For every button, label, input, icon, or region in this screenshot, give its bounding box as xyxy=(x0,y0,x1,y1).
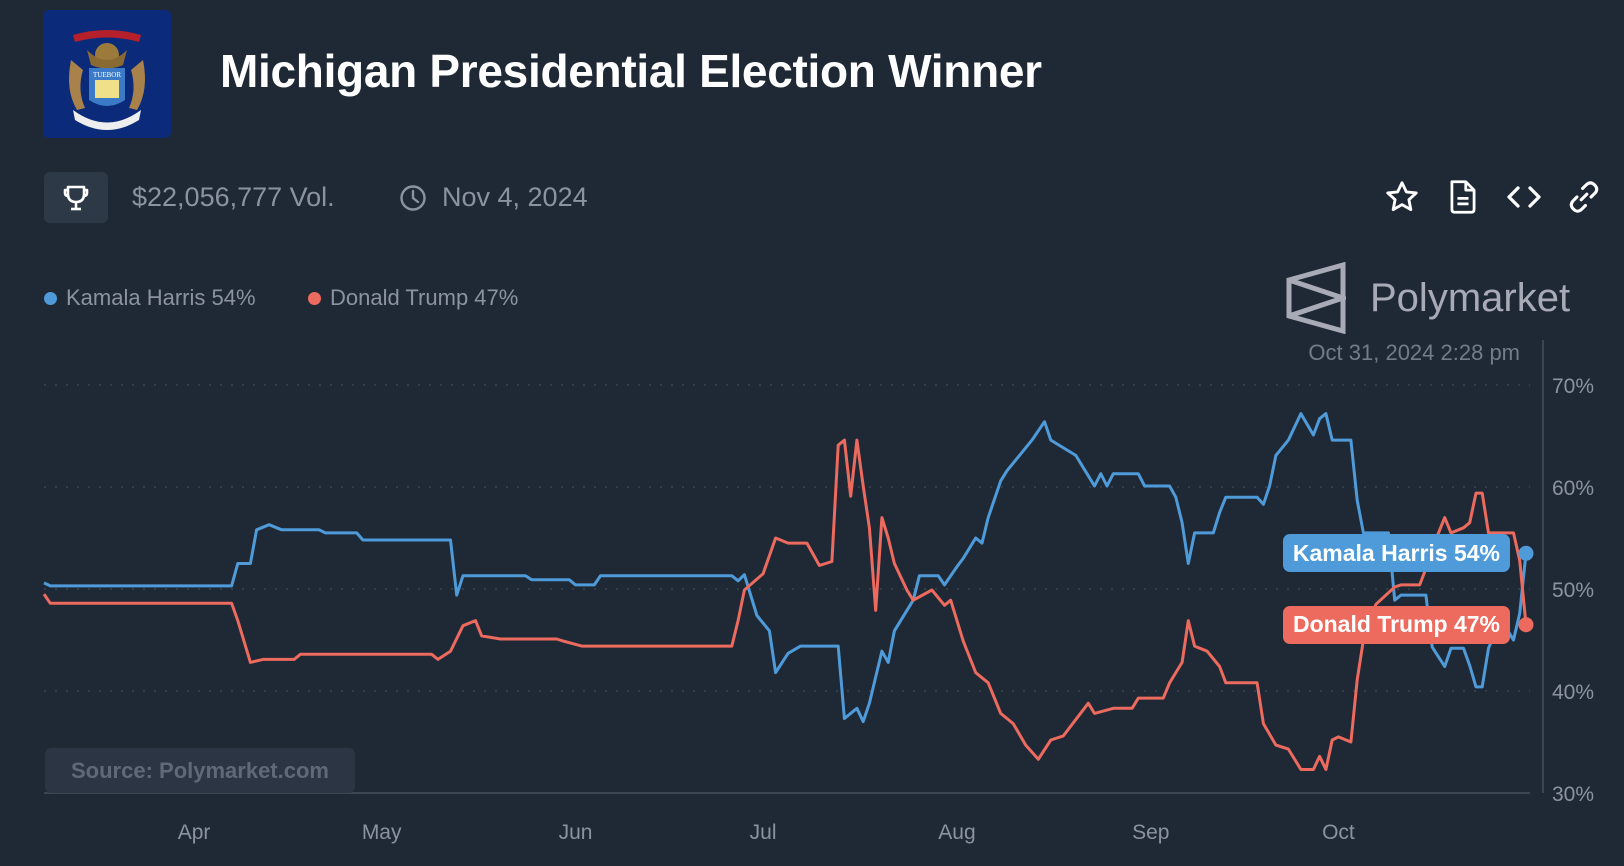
flag-motto: TUEBOR xyxy=(93,71,121,79)
michigan-flag-logo: TUEBOR xyxy=(43,10,171,138)
end-label-trump: Donald Trump 47% xyxy=(1282,605,1510,644)
code-icon xyxy=(1507,186,1541,208)
embed-code-button[interactable] xyxy=(1505,178,1543,216)
legend-item-trump: Donald Trump 47% xyxy=(308,285,518,311)
brand-name: Polymarket xyxy=(1370,275,1571,320)
y-tick-label: 60% xyxy=(1552,477,1594,500)
y-tick-label: 30% xyxy=(1552,783,1594,806)
series-lines xyxy=(42,412,1528,771)
x-tick-label: Aug xyxy=(938,821,975,844)
series-line-trump xyxy=(42,438,1528,771)
series-line-harris xyxy=(43,412,1528,724)
x-tick-label: Jun xyxy=(559,821,593,844)
end-dot-harris xyxy=(1518,545,1534,561)
end-date-text: Nov 4, 2024 xyxy=(442,182,588,212)
end-label-harris: Kamala Harris 54% xyxy=(1282,534,1510,573)
x-axis: Apr May Jun Jul Aug Sep Oct xyxy=(178,821,1355,844)
x-tick-label: Oct xyxy=(1322,821,1355,844)
legend-label: Donald Trump 47% xyxy=(330,285,519,310)
star-icon xyxy=(1386,181,1418,212)
volume-text: $22,056,777 Vol. xyxy=(132,182,335,212)
y-axis: 70% 60% 50% 40% 30% xyxy=(1542,340,1594,806)
legend-label: Kamala Harris 54% xyxy=(66,285,256,310)
grid-lines xyxy=(44,384,1530,794)
page-title: Michigan Presidential Election Winner xyxy=(220,45,1042,97)
end-dot-trump xyxy=(1518,617,1534,633)
x-tick-label: May xyxy=(362,821,402,844)
document-icon xyxy=(1450,180,1476,214)
x-tick-label: Apr xyxy=(178,821,211,844)
source-badge: Source: Polymarket.com xyxy=(45,748,355,793)
trophy-icon xyxy=(63,185,89,210)
copy-link-button[interactable] xyxy=(1565,178,1603,216)
legend-dot-harris xyxy=(44,291,57,305)
y-tick-label: 50% xyxy=(1552,579,1594,602)
polymarket-logo-icon xyxy=(1286,262,1346,334)
legend-item-harris: Kamala Harris 54% xyxy=(44,285,256,311)
x-tick-label: Sep xyxy=(1132,821,1169,844)
chart-timestamp: Oct 31, 2024 2:28 pm xyxy=(1308,340,1520,365)
trophy-button[interactable] xyxy=(44,172,108,223)
favorite-button[interactable] xyxy=(1383,178,1421,216)
clock-icon xyxy=(400,185,426,211)
y-tick-label: 40% xyxy=(1552,681,1594,704)
rules-document-button[interactable] xyxy=(1444,178,1482,216)
polymarket-brand: Polymarket xyxy=(1286,262,1570,334)
link-icon xyxy=(1569,181,1599,213)
series-end-dots xyxy=(1518,545,1534,633)
y-tick-label: 70% xyxy=(1552,375,1594,398)
legend-dot-trump xyxy=(308,291,321,305)
x-tick-label: Jul xyxy=(750,821,777,844)
